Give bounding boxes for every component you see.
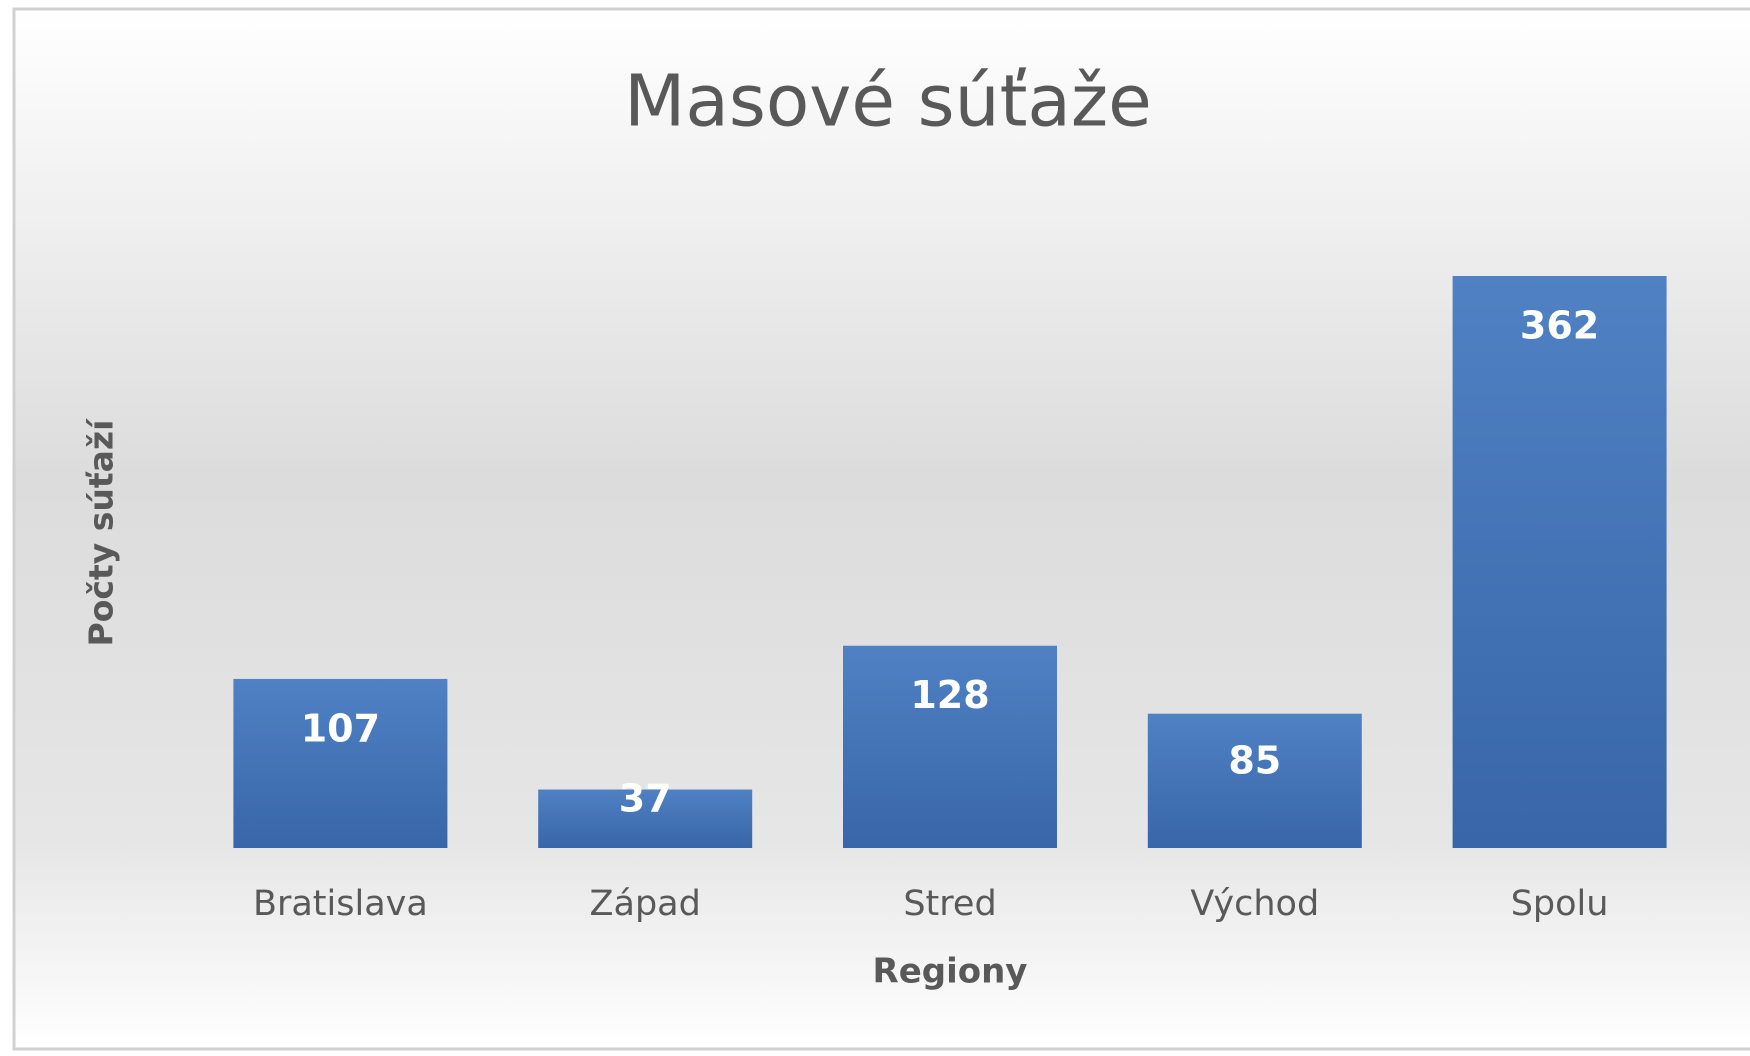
x-tick-label: Bratislava (253, 884, 428, 924)
data-label: 85 (1228, 738, 1281, 782)
bar (538, 789, 753, 848)
data-label: 128 (910, 673, 989, 717)
chart-title: Masové súťaže (624, 60, 1152, 143)
y-axis-title: Počty súťaží (82, 418, 121, 647)
data-label: 37 (619, 776, 672, 820)
x-tick-label: Spolu (1511, 884, 1609, 924)
bar (1452, 276, 1667, 848)
x-tick-label: Stred (903, 884, 996, 924)
bar (843, 645, 1057, 848)
x-axis-title: Regiony (873, 952, 1028, 992)
bar (1147, 713, 1362, 848)
x-tick-label: Východ (1190, 884, 1319, 924)
x-tick-label: Západ (590, 884, 701, 924)
data-label: 107 (301, 706, 380, 750)
data-label: 362 (1520, 304, 1599, 348)
bar (233, 678, 448, 848)
